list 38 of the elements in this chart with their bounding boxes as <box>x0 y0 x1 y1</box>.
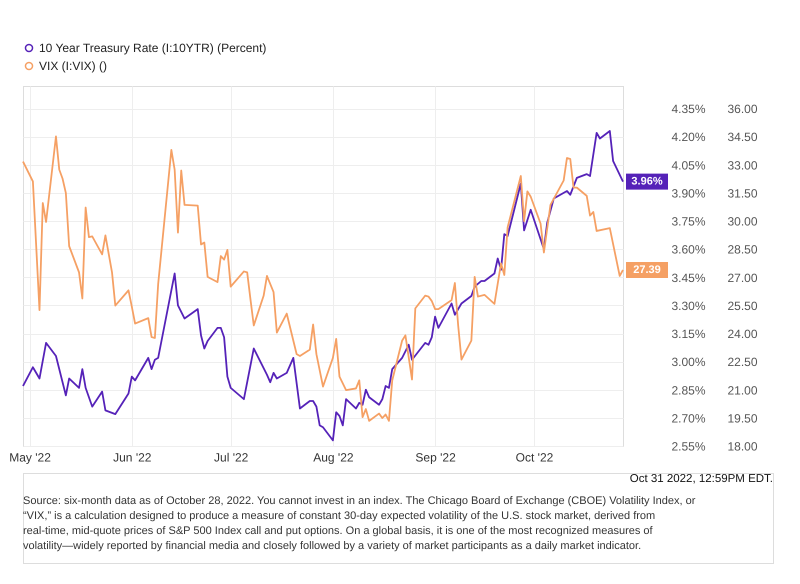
y2-tick-label: 24.00 <box>728 327 758 341</box>
y-tick-label: 4.05% <box>672 158 706 172</box>
y2-tick-label: 33.00 <box>728 158 758 172</box>
legend-label: VIX (I:VIX) () <box>39 59 108 73</box>
y-tick-label: 3.15% <box>672 327 706 341</box>
data-label: 3.96% <box>631 176 663 188</box>
y-tick-label: 3.00% <box>672 355 706 370</box>
source-note: Source: six-month data as of October 28, 2022. You cannot invest in an index. The Chicago Board of Exchange (CBOE) Volatility Index, or “VIX,” is a calculation designed to produce a measure of constant 30-day expected volatility of the U.S. stock market, derived from real-time, mid-quote prices of S&P 500 Index call and put options. On a global basis, it is one of the most recognized measures of volatility—widely reported by financial media and closely followed by a variety of market participants as a daily market indicator. <box>23 495 696 552</box>
x-tick-label: Jun '22 <box>113 450 152 464</box>
x-tick-label: Aug '22 <box>313 450 354 464</box>
y-tick-label: 3.75% <box>672 214 706 228</box>
data-label: 27.39 <box>633 264 661 276</box>
y-tick-label: 4.20% <box>672 130 706 144</box>
y-tick-label: 3.30% <box>672 298 706 313</box>
y2-tick-label: 31.50 <box>728 186 758 200</box>
y2-tick-label: 25.50 <box>728 298 758 313</box>
y-tick-label: 2.85% <box>672 383 706 398</box>
y2-tick-label: 21.00 <box>728 383 758 398</box>
y-tick-label: 2.55% <box>672 440 706 454</box>
y2-tick-label: 36.00 <box>728 102 758 116</box>
x-tick-label: Sep '22 <box>415 450 456 464</box>
y-tick-label: 4.35% <box>672 102 706 116</box>
y2-tick-label: 34.50 <box>728 130 758 144</box>
y-tick-label: 3.60% <box>672 242 706 257</box>
y2-tick-label: 30.00 <box>728 214 758 228</box>
y2-tick-label: 27.00 <box>728 270 758 285</box>
y2-tick-label: 18.00 <box>728 440 758 454</box>
text: Oct 31 2022, 12:59PM EDT. <box>630 473 773 485</box>
x-tick-label: Jul '22 <box>214 450 249 464</box>
y2-tick-label: 19.50 <box>728 411 758 426</box>
y-tick-label: 3.90% <box>672 186 706 200</box>
x-tick-label: May '22 <box>9 450 52 464</box>
y-tick-label: 2.70% <box>672 411 706 426</box>
y2-tick-label: 28.50 <box>728 242 758 257</box>
legend-label: 10 Year Treasury Rate (I:10YTR) (Percent) <box>39 41 266 55</box>
y2-tick-label: 22.50 <box>728 355 758 370</box>
x-tick-label: Oct '22 <box>516 450 554 464</box>
y-tick-label: 3.45% <box>672 270 706 285</box>
